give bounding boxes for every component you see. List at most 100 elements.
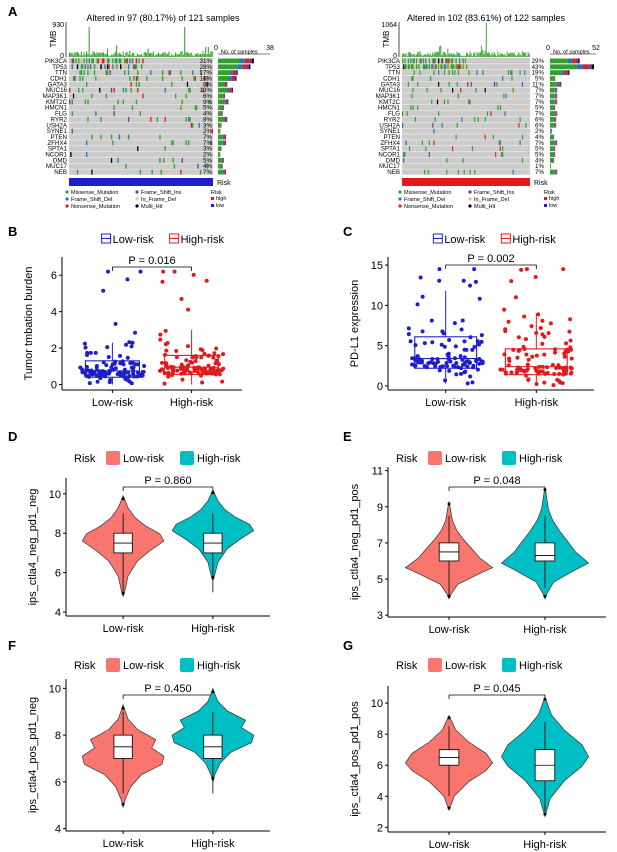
percent-label: 19% (532, 70, 545, 77)
side-bar-segment (226, 81, 227, 87)
mutation-cell (404, 152, 406, 157)
mutation-cell (127, 70, 130, 76)
data-point (538, 369, 543, 374)
panel-c: C 0 5 10 15 Low-risk High-risk PD-L1 expression… (343, 224, 594, 409)
percent-label: 7% (535, 111, 544, 118)
y-axis-label: ips_ctla4_pos_pd1_neg (27, 697, 39, 813)
data-point (94, 364, 99, 369)
tmb-bar (459, 53, 460, 57)
tmb-bar (84, 54, 86, 57)
gene-label: ZFHX4 (47, 140, 67, 147)
side-bar-segment (222, 169, 225, 175)
data-point (533, 274, 538, 279)
mutation-cell (441, 99, 443, 105)
mutation-cell (463, 64, 465, 70)
mutation-cell (82, 64, 84, 70)
side-bar-segment (218, 87, 228, 93)
tmb-bar (146, 53, 148, 57)
mutation-cell (448, 81, 450, 87)
data-point (454, 361, 459, 366)
legend-label: In_Frame_Del (141, 197, 176, 203)
mutation-cell (457, 93, 460, 99)
data-point (446, 351, 451, 356)
mutation-cell (172, 157, 174, 163)
oncoplot-title: Altered in 97 (80.17%) of 121 samples (86, 13, 240, 23)
mutation-cell (434, 58, 436, 64)
mutation-cell (125, 58, 127, 64)
mutation-cell (415, 58, 418, 64)
mutation-cell (484, 117, 486, 122)
side-bar-segment (556, 99, 557, 105)
legend-label: Missense_Mutation (404, 190, 451, 196)
side-bar-segment (564, 70, 567, 76)
tmb-bar (414, 55, 416, 57)
pvalue-label: P = 0.016 (128, 255, 175, 267)
mutation-cell (450, 64, 453, 70)
mutation-cell (422, 58, 425, 64)
mutation-cell (415, 64, 418, 70)
mutation-cell (457, 169, 460, 175)
legend-swatch (106, 451, 120, 465)
tmb-bar (513, 52, 515, 57)
box (164, 354, 220, 376)
mutation-cell (118, 134, 121, 140)
legend-label: High-risk (181, 234, 225, 246)
mutation-cell (479, 111, 482, 116)
x-tick-label: Low-risk (429, 839, 470, 851)
data-point (164, 348, 169, 353)
tmb-bar (199, 53, 201, 57)
mutation-cell (71, 99, 73, 105)
legend-risk-title: Risk (544, 190, 555, 196)
side-bar-segment (553, 152, 555, 157)
mutation-cell (413, 64, 415, 70)
side-bar-segment (550, 81, 557, 87)
outlier-point (121, 706, 125, 710)
data-point (525, 362, 530, 367)
data-point (123, 371, 128, 376)
data-point (209, 367, 214, 372)
mutation-cell (408, 146, 411, 152)
data-point (179, 297, 184, 302)
side-bar-segment (556, 169, 557, 175)
mutation-cell (123, 64, 126, 70)
side-bar-segment (239, 58, 245, 64)
gene-label: RYR2 (384, 116, 401, 123)
tmb-bar (492, 54, 494, 57)
tmb-max-label: 1064 (381, 22, 397, 29)
data-point (420, 329, 425, 334)
data-point (159, 360, 164, 365)
oncoplot-low-risk: A Altered in 97 (80.17%) of 121 samples 93… (8, 4, 274, 210)
percent-label: 5% (535, 146, 544, 153)
tmb-bar (121, 54, 123, 57)
mutation-cell (429, 76, 432, 81)
side-axis-label: No. of samples (553, 50, 590, 56)
tmb-bar (486, 53, 488, 57)
tmb-bar (452, 54, 453, 57)
tmb-bar (491, 52, 493, 57)
data-point (212, 351, 217, 356)
data-point (540, 341, 545, 346)
percent-label: 7% (203, 169, 212, 176)
mutation-cell (407, 64, 409, 70)
side-bar-segment (218, 76, 230, 81)
mutation-cell (188, 117, 190, 122)
mutation-cell (413, 58, 415, 64)
mutation-cell (405, 140, 407, 146)
data-point (174, 349, 179, 354)
mutation-cell (454, 111, 456, 116)
data-point (435, 357, 440, 362)
mutation-cell (516, 93, 518, 99)
tmb-bar (129, 51, 131, 57)
gene-label: NCOR1 (45, 152, 67, 159)
tmb-bar (441, 54, 443, 57)
outlier-point (211, 491, 215, 495)
tmb-bar (424, 54, 426, 57)
legend-dot (135, 197, 139, 201)
tmb-bar (518, 52, 520, 57)
mutation-cell (129, 58, 131, 64)
tmb-bar (479, 52, 481, 57)
tmb-bar (159, 54, 161, 57)
mutation-cell (446, 157, 448, 163)
tmb-bar (160, 54, 162, 57)
percent-label: 31% (200, 58, 213, 65)
